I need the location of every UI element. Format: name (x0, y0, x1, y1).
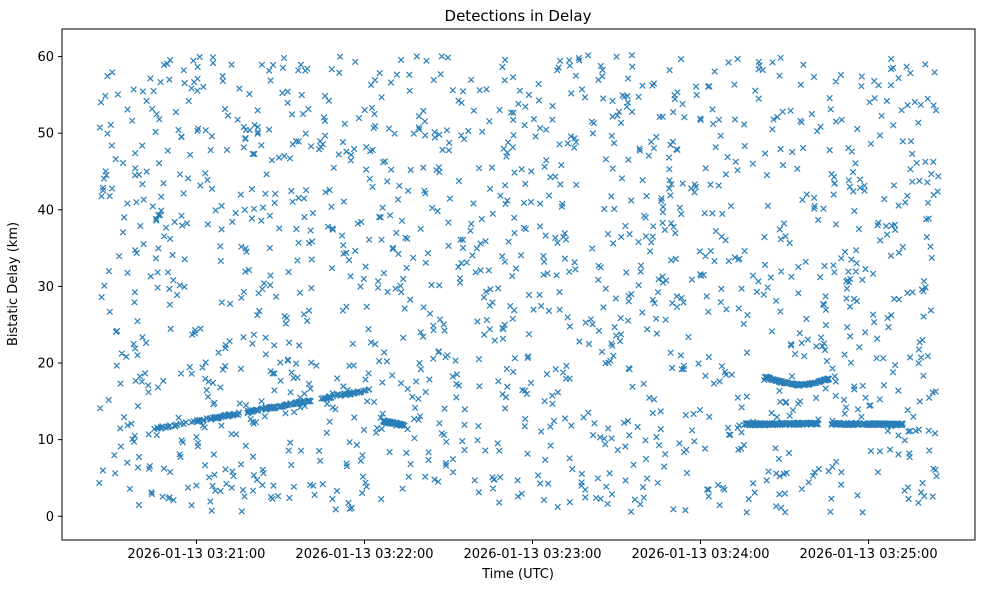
x-tick-label: 2026-01-13 03:25:00 (800, 547, 938, 562)
plot-title: Detections in Delay (445, 7, 592, 25)
x-tick-label: 2026-01-13 03:21:00 (127, 547, 265, 562)
y-tick-label: 0 (46, 510, 54, 525)
x-tick-label: 2026-01-13 03:24:00 (632, 547, 770, 562)
axis-ticks: 2026-01-13 03:21:00 2026-01-13 03:22:00 20… (37, 50, 937, 562)
x-tick-label: 2026-01-13 03:23:00 (463, 547, 601, 562)
y-axis-label: Bistatic Delay (km) (6, 222, 21, 346)
y-tick-label: 30 (37, 280, 54, 295)
y-tick-label: 10 (37, 433, 54, 448)
y-tick-label: 20 (37, 357, 54, 372)
axes-border (61, 28, 976, 541)
x-axis-label: Time (UTC) (481, 567, 554, 582)
x-tick-label: 2026-01-13 03:22:00 (295, 547, 433, 562)
scatter-points (96, 51, 942, 516)
y-tick-label: 60 (37, 50, 54, 65)
y-tick-label: 50 (37, 127, 54, 142)
scatter-marker-path (96, 51, 942, 516)
y-tick-label: 40 (37, 203, 54, 218)
